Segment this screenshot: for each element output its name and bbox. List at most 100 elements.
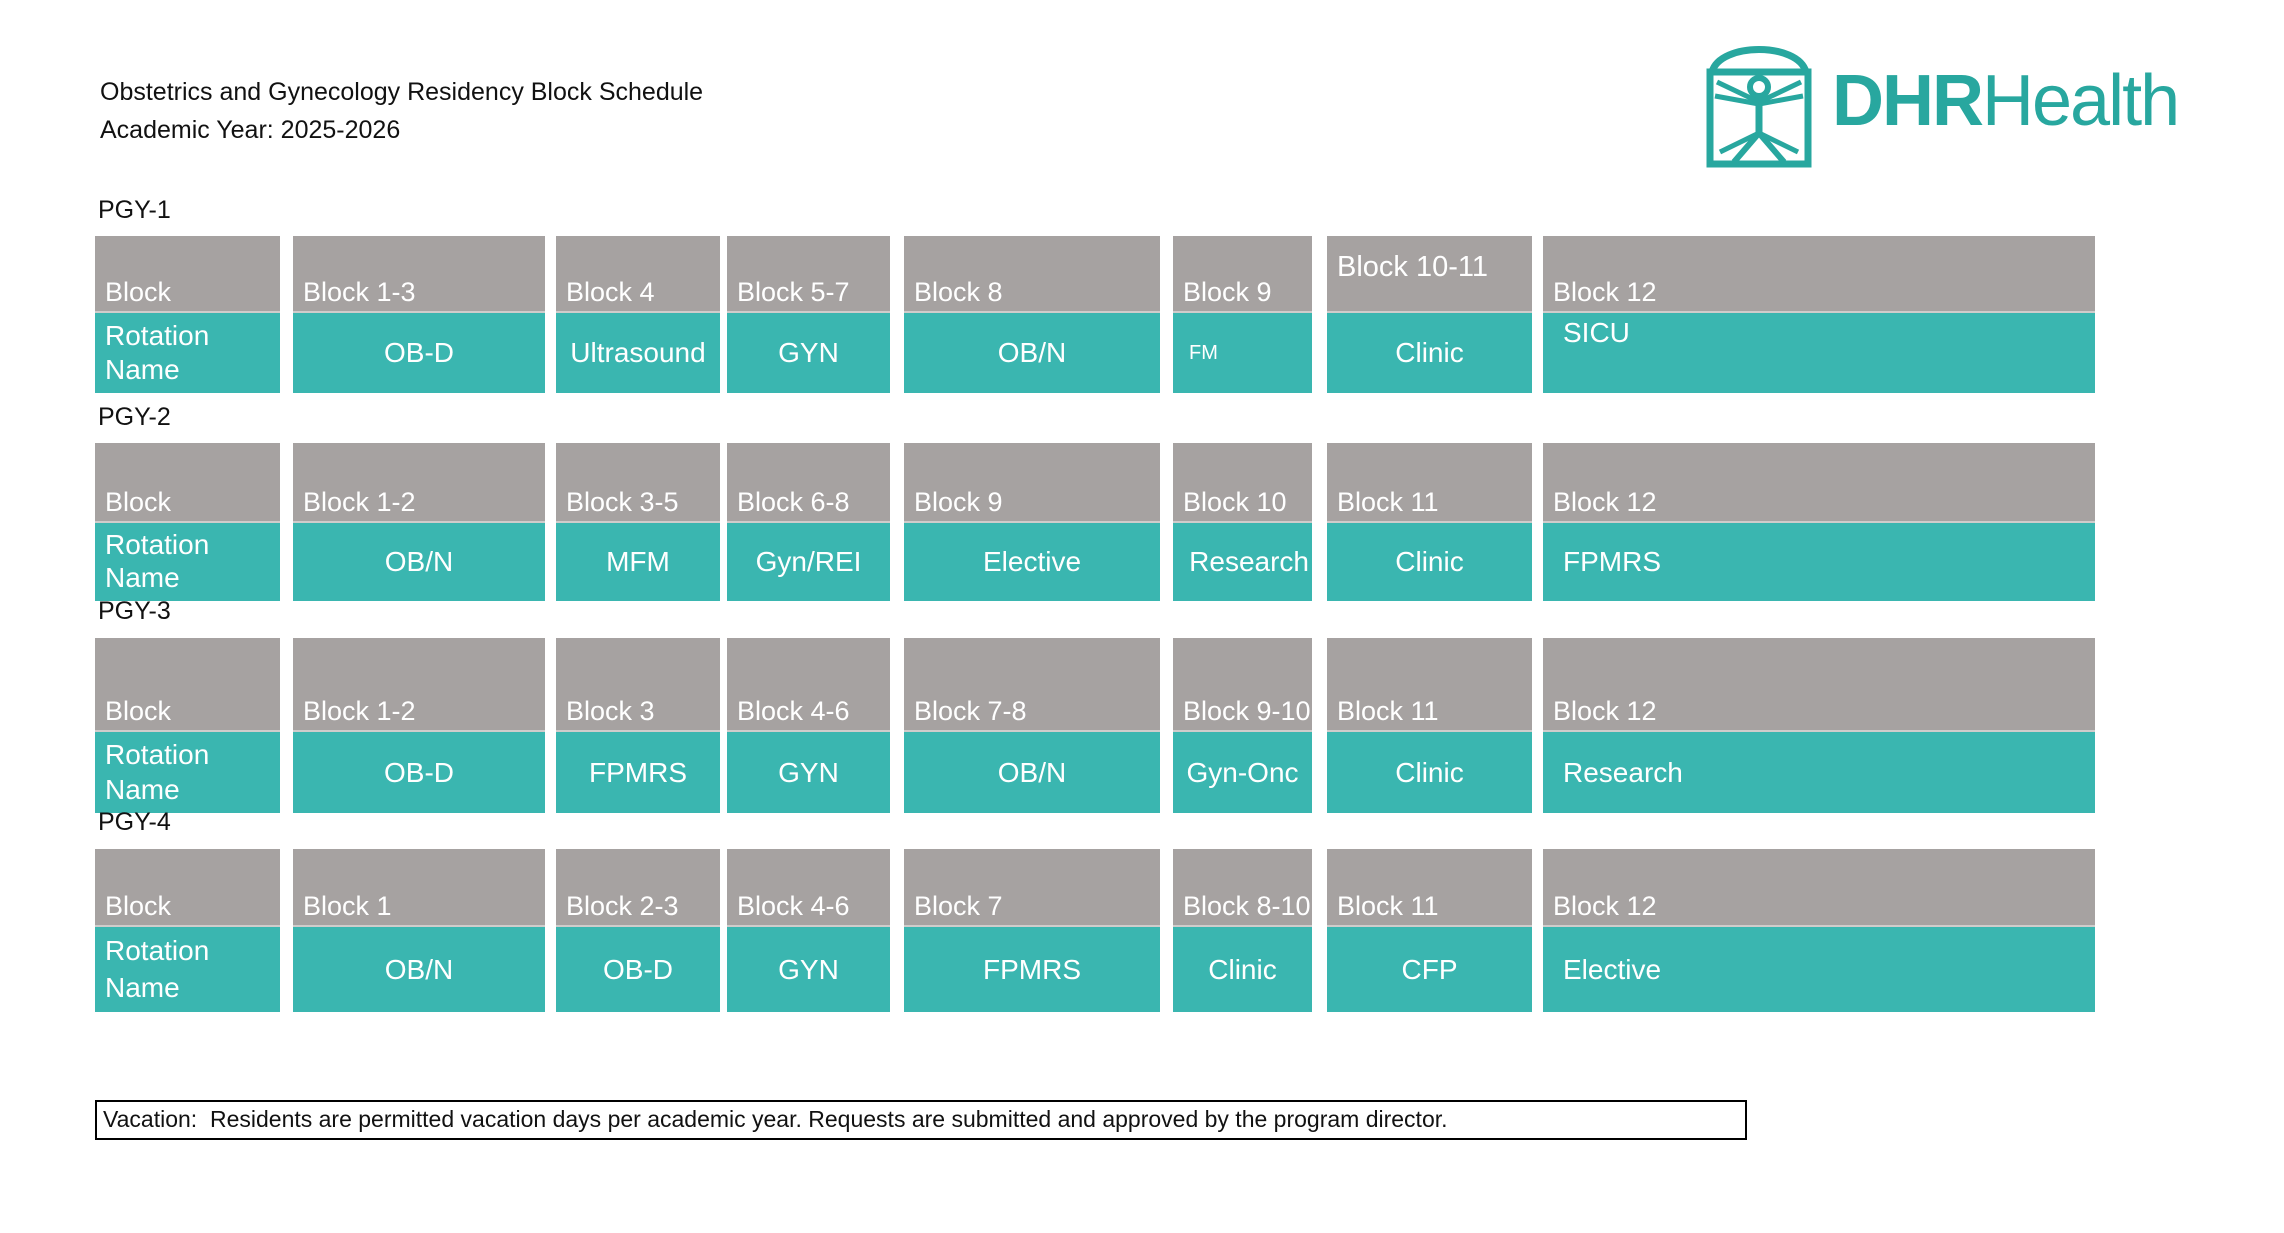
rotation-area: OB/N (293, 927, 545, 1012)
rotation-name-area: Rotation Name (95, 313, 280, 393)
block-label-area: Block 9 (1173, 236, 1312, 313)
block-label-area: Block 1-3 (293, 236, 545, 313)
block-label: Block 11 (1337, 487, 1439, 517)
brand-wordmark: DHR Health (1832, 61, 2180, 141)
rotation-name: CFP (1401, 953, 1458, 985)
rotation-name: OB/N (997, 756, 1067, 788)
rotation-area: Clinic (1327, 313, 1532, 393)
rotation-area: FM (1173, 313, 1312, 393)
rotation-name: GYN (778, 337, 839, 368)
rotation-area: GYN (727, 732, 890, 813)
rotation-name-area: Rotation Name (95, 523, 280, 601)
block-label-area: Block 2-3 (556, 849, 720, 927)
block-cell: Block 1-2 OB/N (293, 443, 545, 601)
rotation-name: FPMRS (1563, 546, 1661, 577)
rotation-name: GYN (778, 953, 839, 985)
rotation-name: MFM (606, 546, 670, 577)
page-title: Obstetrics and Gynecology Residency Bloc… (100, 78, 704, 106)
block-label-area: Block 12 (1543, 849, 2095, 927)
block-label: Block 1-3 (303, 277, 416, 307)
rotation-area: Gyn/REI (727, 523, 890, 601)
block-label-area: Block 4-6 (727, 638, 890, 732)
block-cell: Block 1-2 OB-D (293, 638, 545, 813)
rotation-name-label: Name (105, 971, 180, 1003)
block-cell: Block 1 OB/N (293, 849, 545, 1012)
block-label: Block 9 (914, 487, 1003, 517)
block-cell: Block 10 Research (1173, 443, 1312, 601)
block-cell: Block 1-3 OB-D (293, 236, 545, 393)
dhr-health-logo: DHR Health (1700, 30, 2180, 172)
block-label-area: Block 7 (904, 849, 1160, 927)
block-cell: Block 11 CFP (1327, 849, 1532, 1012)
block-label: Block 9-10 (1183, 696, 1311, 726)
block-label: Block 2-3 (566, 891, 679, 921)
rotation-name-label: Name (105, 562, 180, 594)
block-label: Block 4 (566, 277, 655, 307)
block-label-area: Block (95, 443, 280, 523)
rotation-name: OB-D (384, 337, 454, 368)
block-label: Block 10 (1183, 487, 1287, 517)
block-label: Block 11 (1337, 696, 1439, 726)
row-header-cell: Block Rotation Name (95, 638, 280, 813)
rotation-area: Gyn-Onc (1173, 732, 1312, 813)
rotation-area: Clinic (1327, 523, 1532, 601)
pgy-level-label: PGY-1 (98, 196, 171, 224)
block-label-area: Block 12 (1543, 638, 2095, 732)
block-label-area: Block 10-11 (1327, 236, 1532, 313)
block-label-area: Block 9 (904, 443, 1160, 523)
rotation-area: MFM (556, 523, 720, 601)
rotation-area: GYN (727, 313, 890, 393)
rotation-name: FPMRS (983, 953, 1081, 985)
block-cell: Block 12 FPMRS (1543, 443, 2095, 601)
block-label: Block (105, 891, 172, 921)
rotation-area: Research (1543, 732, 2095, 813)
block-cell: Block 4-6 GYN (727, 849, 890, 1012)
rotation-name: Gyn-Onc (1186, 756, 1299, 788)
rotation-name: Elective (982, 546, 1082, 577)
rotation-name: GYN (778, 756, 839, 788)
block-cell: Block 2-3 OB-D (556, 849, 720, 1012)
block-label: Block 6-8 (737, 487, 850, 517)
rotation-name: Clinic (1208, 953, 1277, 985)
block-cell: Block 4 Ultrasound (556, 236, 720, 393)
block-cell: Block 3 FPMRS (556, 638, 720, 813)
rotation-name: Ultrasound (570, 337, 706, 368)
rotation-name: Clinic (1395, 337, 1464, 368)
block-label: Block 1 (303, 891, 392, 921)
rotation-area: Clinic (1327, 732, 1532, 813)
rotation-name-label: Rotation (105, 319, 210, 351)
rotation-name: Elective (1563, 953, 1662, 985)
rotation-name: OB/N (384, 546, 454, 577)
block-label: Block 8 (914, 277, 1003, 307)
rotation-name-area: Rotation Name (95, 732, 280, 813)
block-label: Block 12 (1553, 277, 1657, 307)
brand-health: Health (1982, 61, 2180, 141)
block-label: Block (105, 277, 172, 307)
rotation-area: OB/N (293, 523, 545, 601)
block-cell: Block 12 Elective (1543, 849, 2095, 1012)
rotation-area: FPMRS (556, 732, 720, 813)
block-label-area: Block 1-2 (293, 443, 545, 523)
rotation-name-label: Name (105, 773, 180, 805)
block-label-area: Block 3-5 (556, 443, 720, 523)
block-label: Block 7 (914, 891, 1003, 921)
block-label: Block 3-5 (566, 487, 679, 517)
row-header-cell: Block Rotation Name (95, 443, 280, 601)
block-cell: Block 9 FM (1173, 236, 1312, 393)
block-label: Block 9 (1183, 277, 1272, 307)
rotation-name: OB-D (603, 953, 673, 985)
block-label: Block 10-11 (1337, 251, 1488, 283)
rotation-name: OB/N (384, 953, 454, 985)
block-label-area: Block 3 (556, 638, 720, 732)
block-cell: Block 9 Elective (904, 443, 1160, 601)
vacation-note: Vacation: Residents are permitted vacati… (95, 1100, 1747, 1140)
rotation-area: SICU (1543, 313, 2095, 393)
block-label: Block 4-6 (737, 891, 850, 921)
rotation-area: FPMRS (1543, 523, 2095, 601)
rotation-name-label: Rotation (105, 935, 210, 967)
rotation-area: OB/N (904, 732, 1160, 813)
rotation-area: Clinic (1173, 927, 1312, 1012)
block-label: Block 1-2 (303, 696, 416, 726)
block-cell: Block 8-10 Clinic (1173, 849, 1312, 1012)
